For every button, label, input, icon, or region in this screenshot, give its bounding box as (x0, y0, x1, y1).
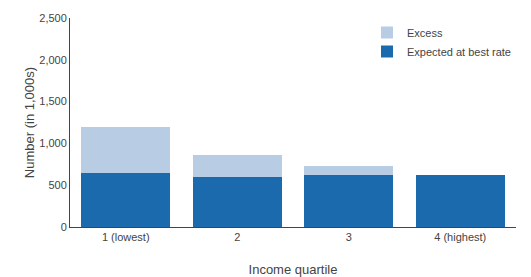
svg-text:2,000: 2,000 (39, 54, 67, 66)
svg-text:Income quartile: Income quartile (249, 262, 338, 277)
svg-text:2,500: 2,500 (39, 12, 67, 24)
svg-text:Expected at best rate: Expected at best rate (407, 46, 511, 58)
svg-text:1,500: 1,500 (39, 95, 67, 107)
svg-text:2: 2 (234, 231, 240, 243)
svg-text:Number (in 1,000s): Number (in 1,000s) (22, 67, 37, 178)
svg-text:Excess: Excess (407, 27, 443, 39)
svg-text:4 (highest): 4 (highest) (434, 231, 486, 243)
svg-text:0: 0 (61, 221, 67, 233)
svg-text:1 (lowest): 1 (lowest) (102, 231, 150, 243)
svg-text:1,000: 1,000 (39, 137, 67, 149)
svg-text:500: 500 (48, 179, 66, 191)
svg-text:3: 3 (346, 231, 352, 243)
